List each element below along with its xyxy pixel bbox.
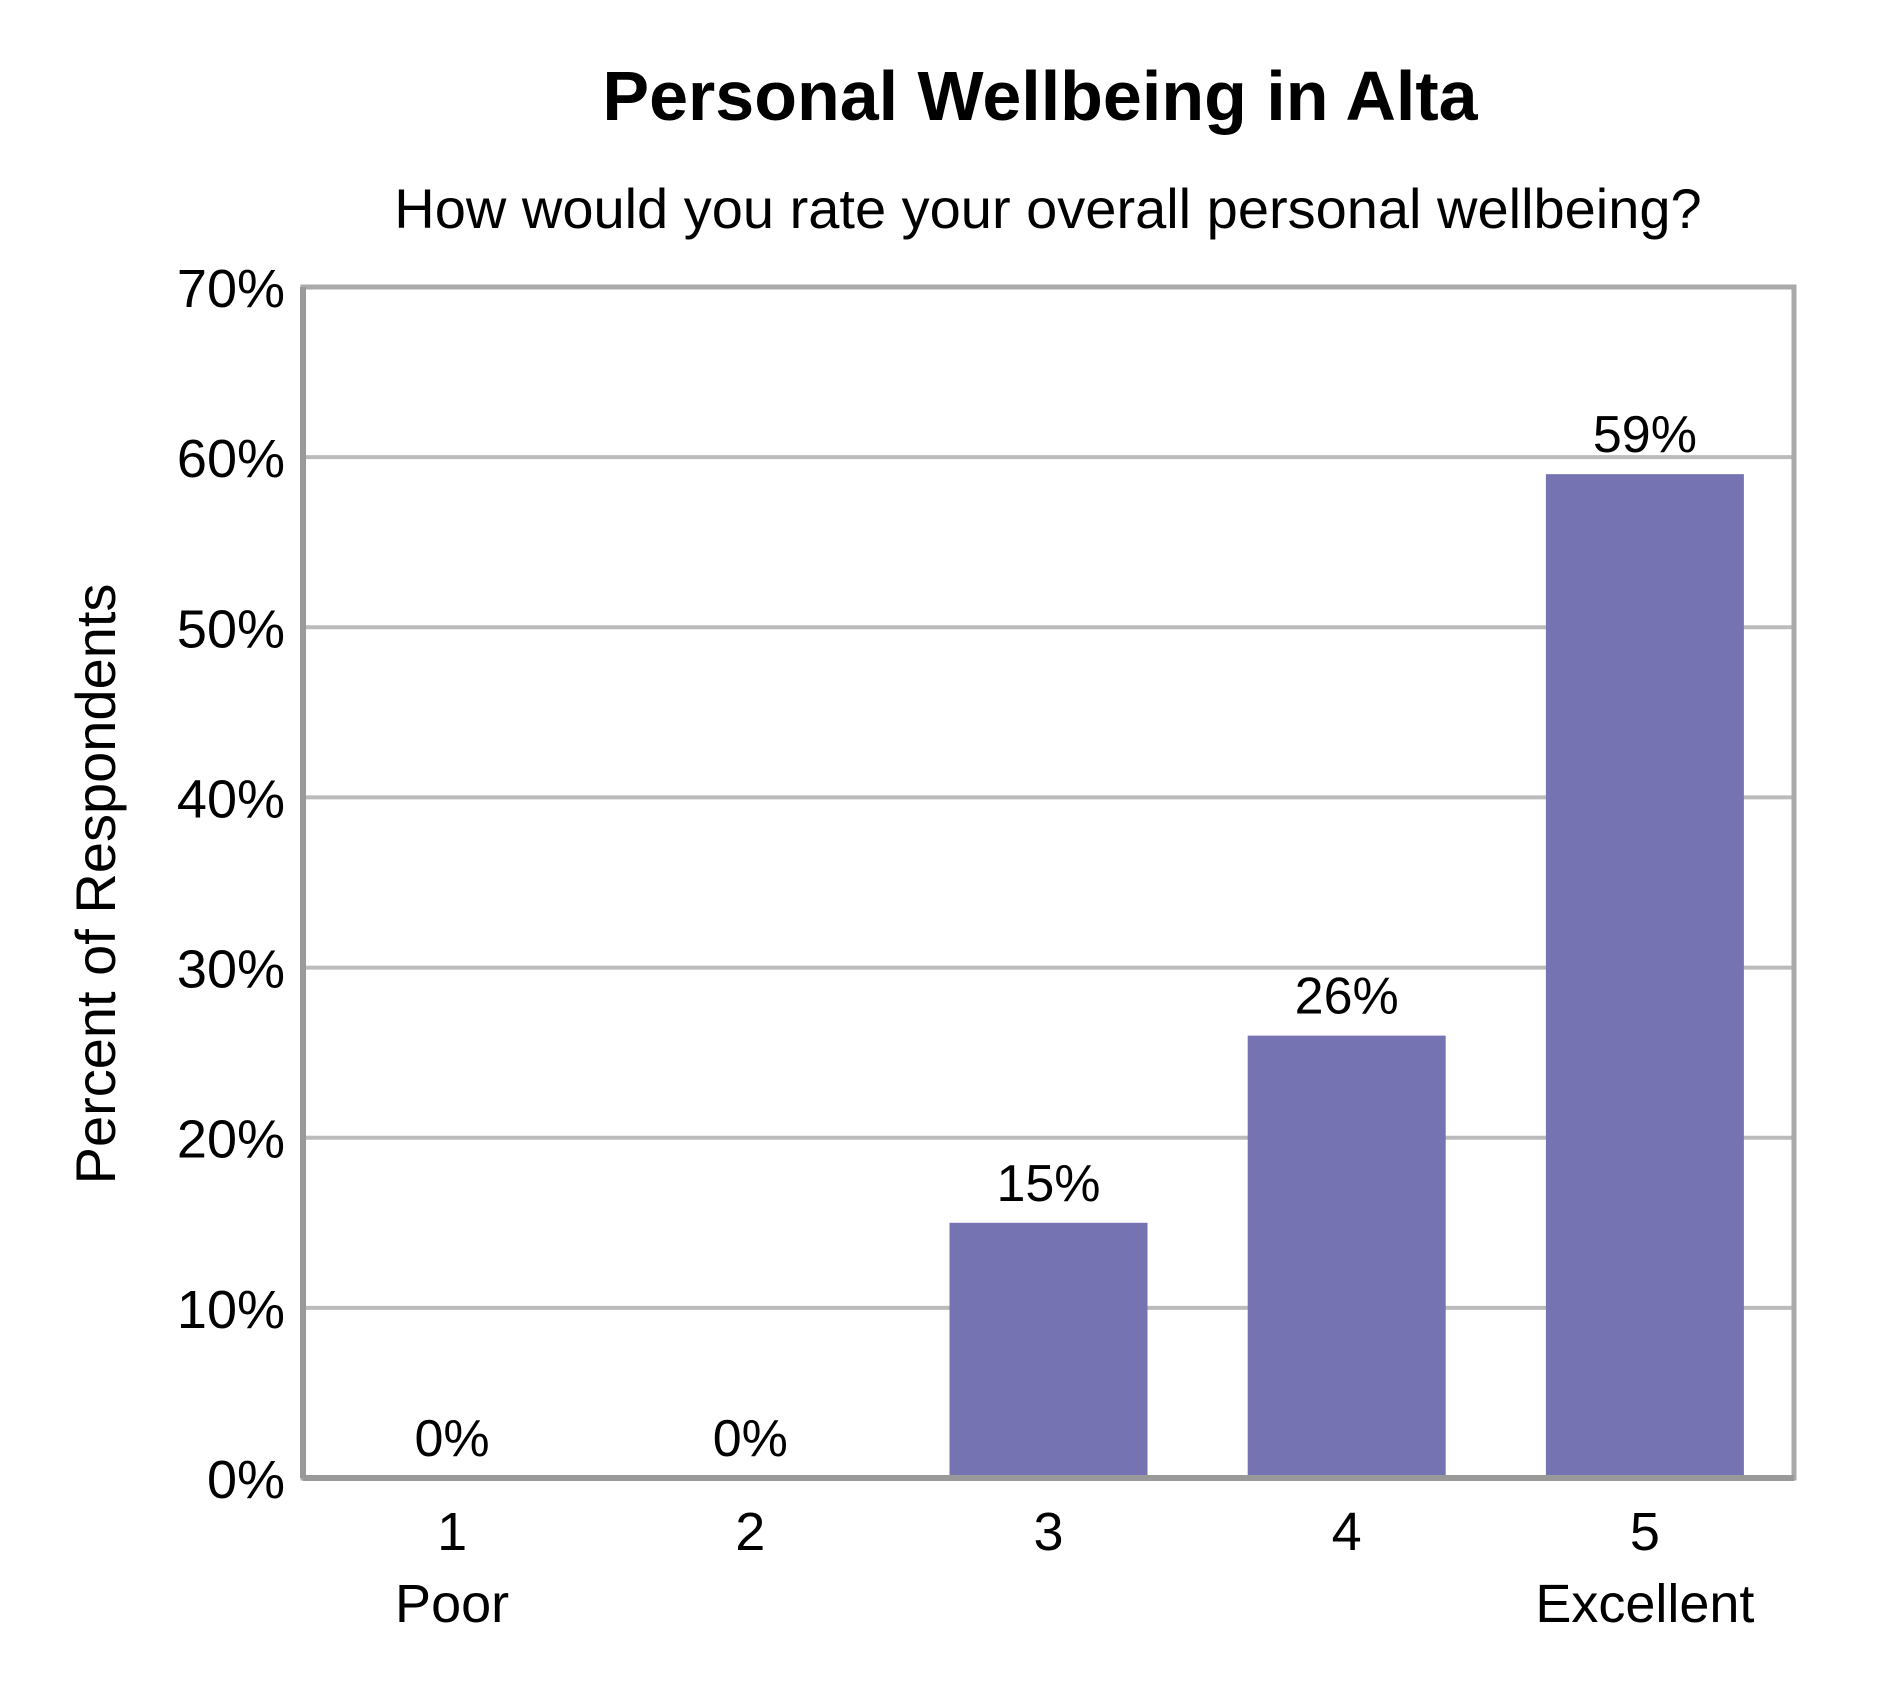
gridlines (303, 455, 1794, 1310)
y-axis-ticks: 0% 10% 20% 30% 40% 50% 60% 70% (177, 259, 285, 1510)
y-axis-label: Percent of Respondents (64, 584, 127, 1185)
x-tick-label: 3 (1033, 1502, 1063, 1562)
y-tick-label: 60% (177, 429, 285, 489)
bars (949, 474, 1744, 1479)
x-tick-label: 2 (735, 1502, 765, 1562)
chart-subtitle: How would you rate your overall personal… (394, 177, 1701, 240)
plot-frame (300, 284, 1797, 1481)
bar-5 (1545, 474, 1744, 1479)
y-tick-label: 10% (177, 1280, 285, 1340)
data-label: 0% (713, 1410, 788, 1468)
data-labels: 0% 0% 15% 26% 59% (415, 406, 1697, 1468)
x-tick-sublabel: Poor (395, 1574, 509, 1634)
bar-3 (949, 1222, 1148, 1478)
y-tick-label: 0% (207, 1450, 285, 1510)
y-tick-label: 40% (177, 769, 285, 829)
x-axis-ticks: 1 Poor 2 3 4 5 Excellent (395, 1502, 1754, 1634)
data-label: 15% (996, 1155, 1100, 1213)
x-tick-label: 4 (1332, 1502, 1362, 1562)
y-tick-label: 20% (177, 1110, 285, 1170)
x-tick-label: 1 (437, 1502, 467, 1562)
y-tick-label: 50% (177, 599, 285, 659)
data-label: 59% (1593, 406, 1697, 464)
x-tick-sublabel: Excellent (1535, 1574, 1754, 1634)
data-label: 26% (1295, 968, 1399, 1026)
data-label: 0% (415, 1410, 490, 1468)
chart-title: Personal Wellbeing in Alta (602, 57, 1478, 135)
y-tick-label: 30% (177, 940, 285, 1000)
x-tick-label: 5 (1630, 1502, 1660, 1562)
y-tick-label: 70% (177, 259, 285, 319)
bar-4 (1247, 1035, 1446, 1478)
